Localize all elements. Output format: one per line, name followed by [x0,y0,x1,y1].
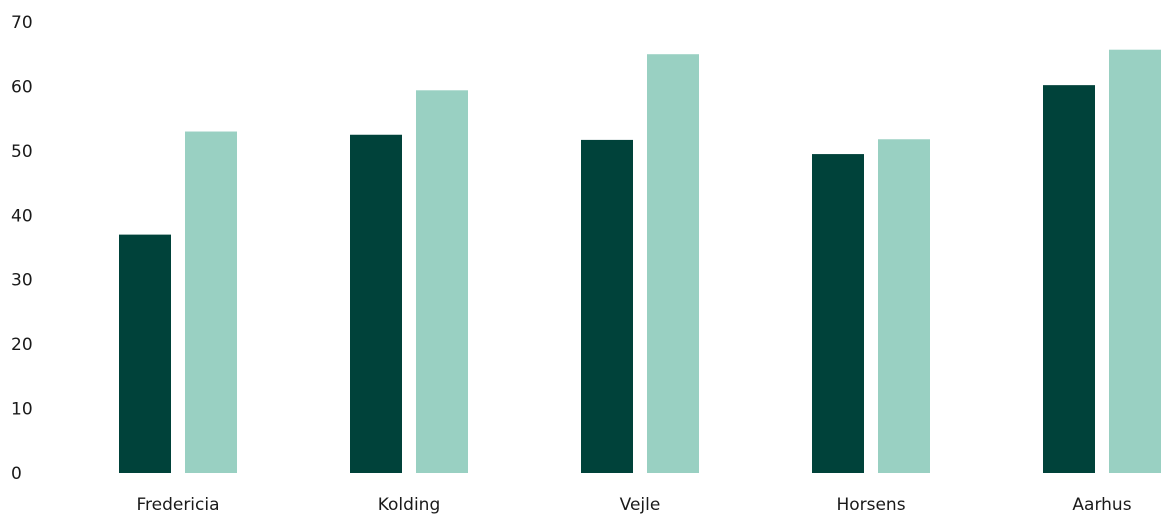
bars [119,49,1161,474]
x-category-label: Vejle [620,495,661,515]
y-tick-label: 60 [11,77,33,97]
x-category-label: Aarhus [1072,495,1131,515]
bar-kolding-series-1 [350,134,402,473]
bar-fredericia-series-2 [185,131,237,473]
y-tick-label: 20 [11,335,33,355]
bar-aarhus-series-1 [1043,85,1095,473]
y-tick-label: 10 [11,400,33,420]
bar-horsens-series-1 [812,154,864,474]
y-tick-label: 30 [11,271,33,291]
y-tick-label: 50 [11,142,33,162]
x-category-label: Kolding [378,495,441,515]
x-category-label: Fredericia [136,495,219,515]
y-axis: 0 10 20 30 40 50 60 70 [11,13,33,484]
x-category-label: Horsens [836,495,905,515]
bar-horsens-series-2 [878,139,930,473]
x-axis: Fredericia Kolding Vejle Horsens Aarhus [136,495,1131,515]
bar-kolding-series-2 [416,90,468,474]
y-tick-label: 0 [11,464,22,484]
bar-vejle-series-1 [581,139,633,473]
y-tick-label: 70 [11,13,33,33]
bar-fredericia-series-1 [119,234,171,473]
bar-vejle-series-2 [647,54,699,473]
y-tick-label: 40 [11,206,33,226]
bar-aarhus-series-2 [1109,49,1161,473]
